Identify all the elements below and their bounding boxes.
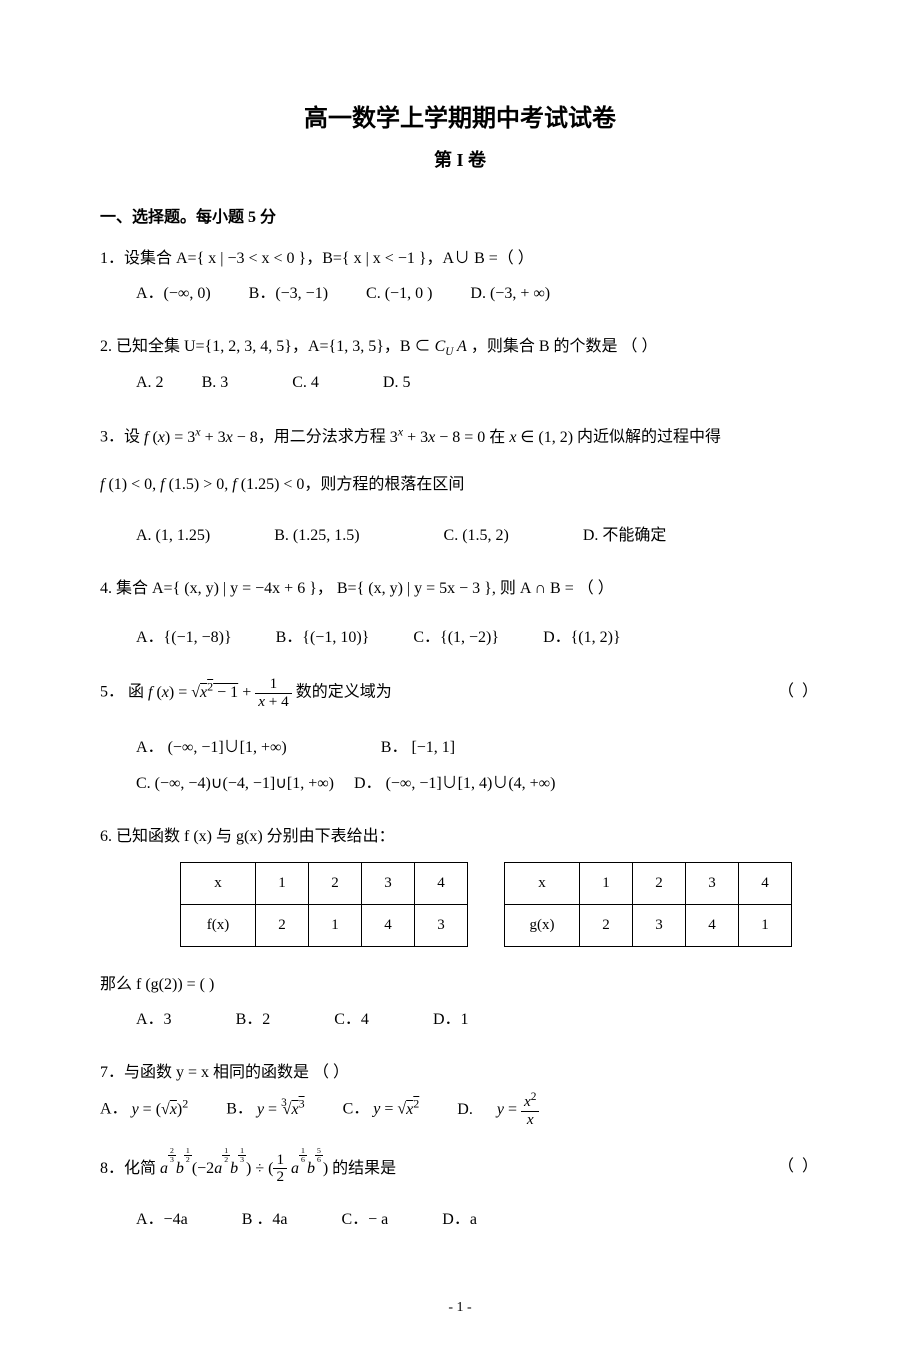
question-3: 3．设 f (x) = 3x + 3x − 8，用二分法求方程 3x + 3x … xyxy=(100,418,820,553)
q6-opt-b: B．2 xyxy=(236,1002,271,1037)
q2-stem-a: 2. 已知全集 U={1, 2, 3, 4, 5}，A={1, 3, 5}，B … xyxy=(100,338,435,355)
q8-opt-b: B ．4a xyxy=(242,1202,288,1237)
q3-stem-a: 3．设 xyxy=(100,429,144,446)
q7-opt-d: y = x2x xyxy=(497,1091,540,1129)
q4-opt-a: A．{(−1, −8)} xyxy=(136,620,232,655)
t1-h2: f(x) xyxy=(181,904,256,946)
page-footer: - 1 - xyxy=(100,1297,820,1319)
q5-opt-a: A． (−∞, −1]∪[1, +∞) xyxy=(136,730,287,765)
question-5: 5． 函 f (x) = √x2 − 1 + 1x + 4 数的定义域为 （ ）… xyxy=(100,673,820,800)
t1-c: 2 xyxy=(309,862,362,904)
q1-opt-a: A．(−∞, 0) xyxy=(136,276,211,311)
q2-opt-c: C. 4 xyxy=(292,365,319,400)
q4-opt-c: C．{(1, −2)} xyxy=(413,620,499,655)
t1-c: 1 xyxy=(256,862,309,904)
q8-paren: （ ） xyxy=(778,1149,820,1184)
q4-opt-b: B．{(−1, 10)} xyxy=(276,620,370,655)
t1-h1: x xyxy=(181,862,256,904)
q8-opt-d: D．a xyxy=(442,1202,477,1237)
q6-table-f: x 1 2 3 4 f(x) 2 1 4 3 xyxy=(180,862,468,947)
q3-stem-b: ，用二分法求方程 xyxy=(258,429,386,446)
t2-c: 1 xyxy=(739,904,792,946)
t1-c: 4 xyxy=(415,862,468,904)
t1-c: 3 xyxy=(362,862,415,904)
q4-stem: 4. 集合 A={ (x, y) | y = −4x + 6 }， B={ (x… xyxy=(100,571,820,606)
q6-opt-a: A．3 xyxy=(136,1002,172,1037)
q3-opt-a: A. (1, 1.25) xyxy=(136,518,210,553)
t2-c: 3 xyxy=(686,862,739,904)
q7-opt-c: C． y = √x2 xyxy=(343,1090,420,1127)
q1-stem-b: B =（ ） xyxy=(470,250,534,267)
union-symbol: ∪ xyxy=(454,250,470,267)
t2-c: 3 xyxy=(633,904,686,946)
q5-fx: f (x) = √x2 − 1 + 1x + 4 xyxy=(148,684,296,701)
question-4: 4. 集合 A={ (x, y) | y = −4x + 6 }， B={ (x… xyxy=(100,571,820,655)
q3-eq: 3x + 3x − 8 = 0 在 x ∈ (1, 2) xyxy=(390,429,573,446)
q7-opt-a: A． y = (√x)2 xyxy=(100,1090,188,1127)
q1-stem-a: 1．设集合 A={ x | −3 < x < 0 }，B={ x | x < −… xyxy=(100,250,454,267)
t2-c: 1 xyxy=(580,862,633,904)
q2-opt-a: A. 2 xyxy=(136,365,164,400)
q2-stem-b: ，则集合 B 的个数是 （ ） xyxy=(467,338,658,355)
q4-opt-d: D．{(1, 2)} xyxy=(543,620,621,655)
q5-stem-a: 5． 函 xyxy=(100,684,148,701)
t2-h2: g(x) xyxy=(505,904,580,946)
t2-c: 2 xyxy=(580,904,633,946)
q3-opt-c: C. (1.5, 2) xyxy=(444,518,509,553)
t2-c: 4 xyxy=(739,862,792,904)
q5-opt-b: B． [−1, 1] xyxy=(381,730,455,765)
q1-opt-d: D. (−3, + ∞) xyxy=(470,276,550,311)
t1-c: 4 xyxy=(362,904,415,946)
q2-opt-d: D. 5 xyxy=(383,365,411,400)
q5-stem-b: 数的定义域为 xyxy=(296,684,392,701)
q3-opt-b: B. (1.25, 1.5) xyxy=(274,518,359,553)
question-8: 8．化简 a23b12(−2a12b13) ÷ (12 a16b56) 的结果是… xyxy=(100,1147,820,1238)
q8-stem-b: 的结果是 xyxy=(332,1160,396,1177)
question-2: 2. 已知全集 U={1, 2, 3, 4, 5}，A={1, 3, 5}，B … xyxy=(100,329,820,400)
page-title: 高一数学上学期期中考试试卷 xyxy=(100,100,820,138)
question-6: 6. 已知函数 f (x) 与 g(x) 分别由下表给出： x 1 2 3 4 … xyxy=(100,819,820,1038)
q6-opt-d: D．1 xyxy=(433,1002,469,1037)
t1-c: 2 xyxy=(256,904,309,946)
q6-table-g: x 1 2 3 4 g(x) 2 3 4 1 xyxy=(504,862,792,947)
subtitle: 第 I 卷 xyxy=(100,146,820,175)
q7-stem: 7．与函数 y = x 相同的函数是 （ ） xyxy=(100,1055,820,1090)
q5-paren: （ ） xyxy=(778,674,820,709)
q1-opt-b: B．(−3, −1) xyxy=(249,276,328,311)
section-heading: 一、选择题。每小题 5 分 xyxy=(100,205,820,231)
t2-h1: x xyxy=(505,862,580,904)
q8-stem-a: 8．化简 xyxy=(100,1160,160,1177)
q7-opt-b: B． y = 3√x3 xyxy=(226,1090,304,1127)
q2-opt-b: B. 3 xyxy=(202,365,229,400)
q7-opt-d-label: D. xyxy=(457,1092,473,1127)
q3-line2: ，则方程的根落在区间 xyxy=(304,476,464,493)
q8-opt-a: A．−4a xyxy=(136,1202,188,1237)
t2-c: 2 xyxy=(633,862,686,904)
q6-stem: 6. 已知函数 f (x) 与 g(x) 分别由下表给出： xyxy=(100,819,820,854)
q5-opt-d: D． (−∞, −1]∪[1, 4)∪(4, +∞) xyxy=(354,766,555,801)
q1-opt-c: C. (−1, 0 ) xyxy=(366,276,432,311)
q3-opt-d: D. 不能确定 xyxy=(583,518,667,553)
q3-stem-c: 内近似解的过程中得 xyxy=(577,429,721,446)
q8-opt-c: C．− a xyxy=(341,1202,388,1237)
q5-opt-c: C. (−∞, −4)∪(−4, −1]∪[1, +∞) xyxy=(136,766,334,801)
t2-c: 4 xyxy=(686,904,739,946)
t1-c: 1 xyxy=(309,904,362,946)
q3-values: f (1) < 0, f (1.5) > 0, f (1.25) < 0 xyxy=(100,476,304,493)
q6-ask: 那么 f (g(2)) = ( ) xyxy=(100,967,820,1002)
complement-symbol: CU A xyxy=(435,338,467,355)
q8-expr: a23b12(−2a12b13) ÷ (12 a16b56) xyxy=(160,1160,332,1177)
q3-fx: f (x) = 3x + 3x − 8 xyxy=(144,429,258,446)
t1-c: 3 xyxy=(415,904,468,946)
q6-opt-c: C．4 xyxy=(334,1002,369,1037)
question-7: 7．与函数 y = x 相同的函数是 （ ） A． y = (√x)2 B． y… xyxy=(100,1055,820,1129)
question-1: 1．设集合 A={ x | −3 < x < 0 }，B={ x | x < −… xyxy=(100,241,820,311)
